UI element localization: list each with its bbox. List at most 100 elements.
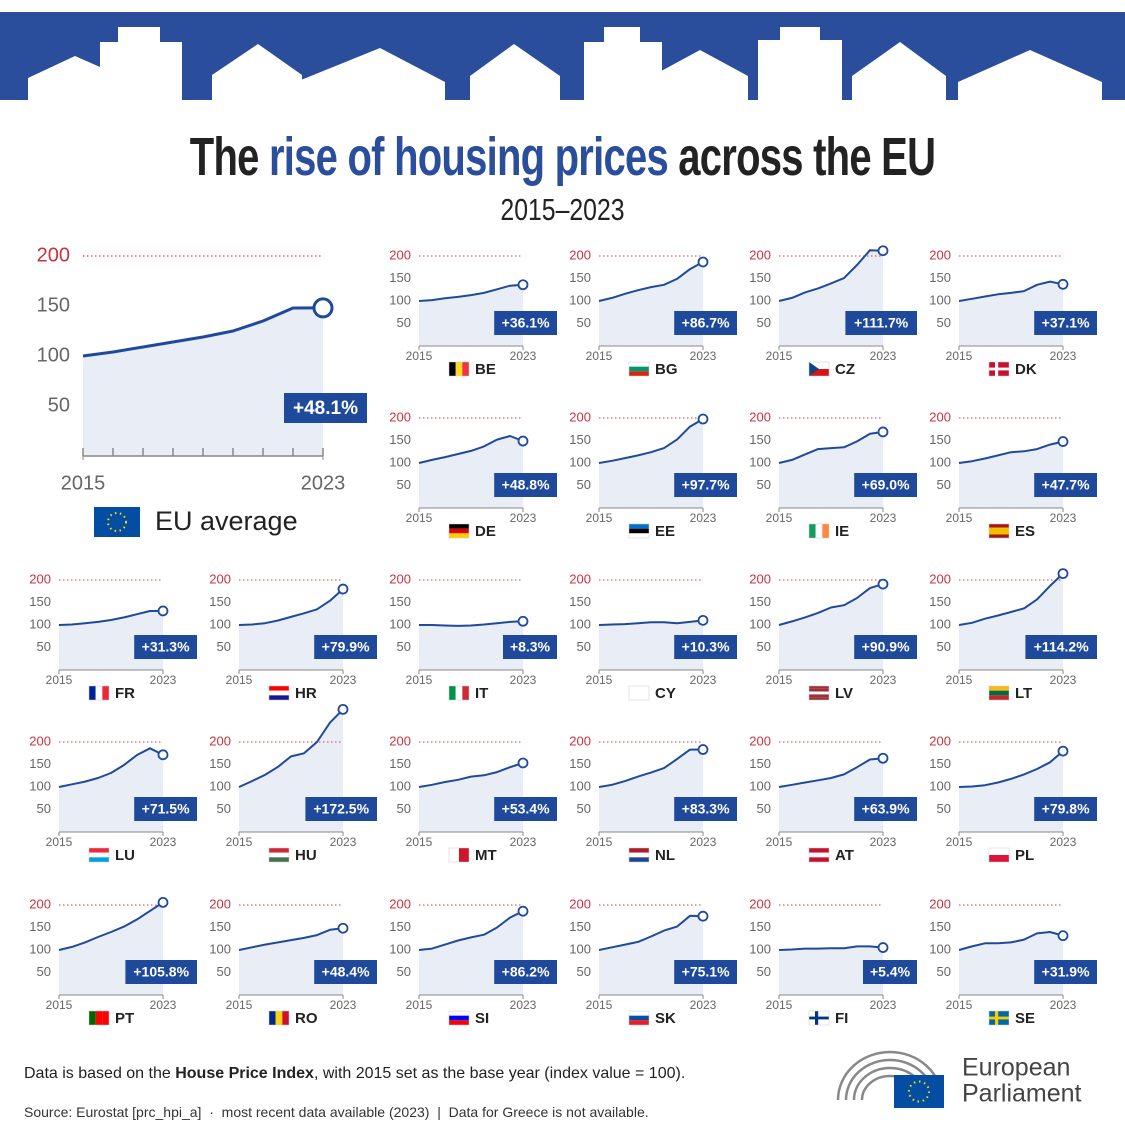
flag-stripe — [809, 686, 829, 689]
y-tick-label: 150 — [929, 756, 951, 771]
flag-stripe — [809, 369, 829, 376]
x-tick-label: 2023 — [690, 511, 717, 525]
y-tick-label: 150 — [749, 270, 771, 285]
y-tick-label: 200 — [749, 571, 771, 586]
y-tick-label: 200 — [389, 247, 411, 262]
chart-title: NL — [655, 847, 675, 864]
flag-cross — [809, 1016, 829, 1020]
y-tick-label: 50 — [757, 639, 771, 654]
x-tick-label: 2023 — [1050, 998, 1077, 1012]
flag-stripe — [809, 857, 829, 862]
flag-border — [448, 1010, 470, 1026]
flag-stripe — [449, 1020, 469, 1025]
line — [958, 440, 1064, 464]
flag-border — [988, 1010, 1010, 1026]
flag-stripe — [95, 1011, 103, 1025]
flag-triangle — [809, 362, 819, 376]
change-badge — [863, 960, 917, 984]
x-tick-label: 2015 — [766, 349, 793, 363]
change-badge — [1034, 473, 1097, 497]
flag-border — [88, 847, 110, 863]
change-badge — [314, 960, 377, 984]
y-tick-label: 50 — [937, 639, 951, 654]
flag-border — [808, 1010, 830, 1026]
y-tick-label: 200 — [389, 733, 411, 748]
y-tick-label: 100 — [389, 778, 411, 793]
flag-cross — [989, 367, 1009, 371]
x-tick-label: 2015 — [46, 835, 73, 849]
note-part: Data is based on the — [24, 1065, 171, 1082]
chart-title: HU — [295, 847, 317, 864]
y-tick-label: 50 — [937, 964, 951, 979]
end-point — [157, 749, 169, 761]
chart-title: LT — [1015, 685, 1032, 702]
note-part: , with 2015 set as the base year (index … — [313, 1065, 686, 1082]
end-point — [1057, 745, 1069, 757]
y-tick-label: 50 — [577, 315, 591, 330]
y-tick-label: 50 — [397, 639, 411, 654]
change-label: +86.7% — [682, 315, 730, 331]
y-tick-label: 50 — [397, 477, 411, 492]
flag-border — [808, 361, 830, 377]
y-tick-label: 200 — [569, 247, 591, 262]
y-tick-label: 100 — [749, 778, 771, 793]
y-tick-label: 150 — [209, 594, 231, 609]
title-part: rise of housing prices — [268, 127, 669, 187]
y-tick-label: 150 — [749, 432, 771, 447]
y-tick-label: 100 — [929, 292, 951, 307]
flag-stripe — [89, 1011, 96, 1025]
x-tick-label: 2023 — [1050, 835, 1077, 849]
flag-stripe — [989, 686, 1009, 691]
flag-border — [808, 523, 830, 539]
x-tick-label: 2023 — [870, 511, 897, 525]
line — [238, 588, 344, 626]
change-label: +53.4% — [502, 801, 550, 817]
change-badge — [494, 311, 557, 335]
flag-stripe — [269, 852, 289, 858]
x-tick-label: 2023 — [690, 349, 717, 363]
title-part: across the EU — [678, 127, 936, 187]
flag-border — [88, 1010, 110, 1026]
change-label: +5.4% — [870, 964, 911, 980]
y-tick-label: 200 — [389, 409, 411, 424]
flag-stripe — [989, 531, 1009, 535]
flag-border — [268, 685, 290, 701]
flag — [94, 507, 140, 537]
y-tick-label: 100 — [749, 941, 771, 956]
flag-stripe — [282, 1011, 289, 1025]
flag-stripe — [629, 528, 649, 534]
x-tick-label: 2023 — [150, 835, 177, 849]
y-tick-label: 100 — [569, 292, 591, 307]
y-tick-label: 200 — [749, 896, 771, 911]
change-label: +83.3% — [682, 801, 730, 817]
y-tick-label: 200 — [749, 247, 771, 262]
x-tick-label: 2023 — [150, 998, 177, 1012]
y-tick-label: 50 — [37, 964, 51, 979]
flag-border — [988, 523, 1010, 539]
flag-stripe — [89, 686, 96, 700]
change-badge — [674, 635, 737, 659]
line — [82, 306, 324, 358]
chart-title: CZ — [835, 361, 855, 378]
change-badge — [674, 473, 737, 497]
x-tick-label: 2023 — [330, 673, 357, 687]
change-badge — [134, 797, 197, 821]
change-label: +79.9% — [322, 639, 370, 655]
flag-border — [808, 685, 830, 701]
chart-title: EU average — [155, 506, 298, 536]
y-tick-label: 100 — [929, 616, 951, 631]
title: The rise of housing prices across the EU — [146, 126, 979, 188]
flag-border — [628, 523, 650, 539]
flag-stripe — [809, 524, 816, 538]
y-tick-label: 50 — [937, 315, 951, 330]
flag-stripe — [269, 686, 289, 691]
y-tick-label: 150 — [569, 919, 591, 934]
x-tick-label: 2015 — [946, 349, 973, 363]
y-tick-label: 50 — [397, 801, 411, 816]
flag-stripe — [629, 1015, 649, 1021]
y-tick-label: 200 — [209, 571, 231, 586]
x-tick-label: 2023 — [870, 349, 897, 363]
y-tick-label: 100 — [209, 778, 231, 793]
y-tick-label: 200 — [389, 896, 411, 911]
y-tick-label: 150 — [929, 432, 951, 447]
